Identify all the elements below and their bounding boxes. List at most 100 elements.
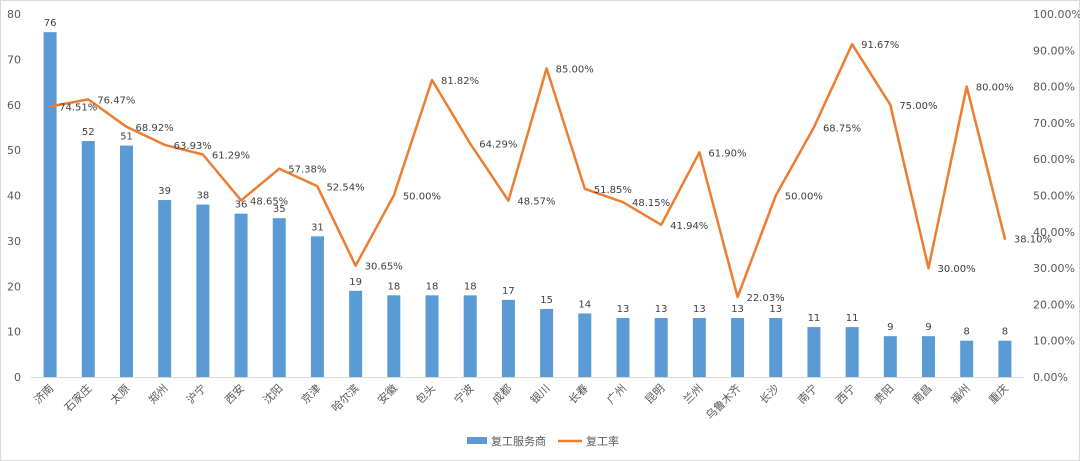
legend-bar-swatch [467, 437, 487, 444]
right-tick-label: 90.00% [1033, 44, 1075, 57]
rate-value-label: 57.38% [288, 165, 326, 176]
rate-value-label: 91.67% [861, 40, 899, 51]
right-tick-label: 30.00% [1033, 262, 1075, 275]
category-label: 重庆 [986, 381, 1011, 406]
bar-value-label: 51 [120, 132, 133, 143]
bar-value-label: 13 [731, 304, 744, 315]
bar [387, 295, 401, 377]
bar [769, 318, 783, 377]
rate-value-label: 61.29% [212, 151, 250, 162]
right-tick-label: 50.00% [1033, 190, 1075, 203]
bar [692, 318, 706, 377]
bar [654, 318, 668, 377]
category-label: 西安 [222, 381, 247, 406]
rate-value-label: 50.00% [403, 192, 441, 203]
rate-value-label: 68.75% [823, 123, 861, 134]
legend-bar-label: 复工服务商 [491, 434, 546, 448]
rate-value-label: 48.65% [250, 196, 288, 207]
bar [883, 336, 897, 377]
category-label: 沈阳 [260, 381, 285, 406]
bar [922, 336, 936, 377]
bar-value-label: 13 [693, 304, 706, 315]
category-label: 成都 [490, 382, 515, 407]
bar [196, 204, 210, 377]
bar-value-label: 18 [387, 281, 400, 292]
bar [807, 327, 821, 377]
bar [998, 340, 1012, 377]
left-tick-label: 0 [14, 371, 21, 384]
right-tick-label: 20.00% [1033, 298, 1075, 311]
category-label: 贵阳 [872, 382, 897, 407]
bar-value-label: 13 [769, 304, 782, 315]
category-label: 南昌 [910, 382, 935, 407]
bar [578, 313, 592, 377]
rate-value-label: 68.92% [135, 123, 173, 134]
rate-value-label: 74.51% [59, 103, 97, 114]
bar [119, 145, 133, 377]
bar-value-label: 14 [578, 299, 591, 310]
category-label: 南宁 [795, 381, 820, 406]
category-label: 福州 [947, 381, 972, 406]
rate-value-label: 61.90% [708, 148, 746, 159]
legend: 复工服务商 复工率 [467, 434, 619, 448]
category-label: 沪宁 [184, 381, 209, 406]
category-label: 太原 [108, 382, 133, 407]
right-tick-label: 70.00% [1033, 117, 1075, 130]
bar-value-label: 18 [464, 281, 477, 292]
category-label: 京津 [298, 381, 323, 406]
bar [81, 141, 95, 377]
rate-value-label: 52.54% [326, 182, 364, 193]
left-tick-label: 80 [7, 8, 21, 21]
rate-value-label: 51.85% [594, 185, 632, 196]
bar-value-label: 36 [235, 200, 248, 211]
category-label: 长春 [566, 382, 591, 407]
left-tick-label: 40 [7, 190, 21, 203]
bar-value-label: 19 [349, 277, 362, 288]
rate-value-label: 80.00% [976, 83, 1014, 94]
legend-line-label: 复工率 [586, 434, 619, 448]
category-label: 哈尔滨 [329, 381, 362, 414]
rate-value-label: 63.93% [174, 141, 212, 152]
bar-value-label: 52 [82, 127, 95, 138]
bar [272, 218, 286, 377]
bar-value-label: 35 [273, 204, 286, 215]
category-label: 济南 [31, 381, 56, 406]
category-label: 宁波 [451, 381, 476, 406]
bar [43, 32, 57, 378]
category-label: 包头 [413, 382, 438, 407]
bar [845, 327, 859, 377]
bar-value-label: 9 [925, 322, 931, 333]
bar-value-label: 11 [808, 313, 821, 324]
rate-value-label: 30.00% [938, 264, 976, 275]
category-label: 广州 [604, 382, 629, 407]
left-tick-label: 70 [7, 53, 21, 66]
rate-value-label: 38.10% [1014, 235, 1052, 246]
rate-value-label: 75.00% [899, 101, 937, 112]
left-tick-label: 30 [7, 235, 21, 248]
category-label: 昆明 [643, 382, 668, 407]
bar [310, 236, 324, 377]
bar-value-label: 13 [617, 304, 630, 315]
category-label: 郑州 [145, 381, 170, 406]
right-tick-label: 10.00% [1033, 335, 1075, 348]
right-tick-label: 60.00% [1033, 153, 1075, 166]
bar-value-label: 11 [846, 313, 859, 324]
bar [425, 295, 439, 377]
category-label: 西宁 [833, 381, 858, 406]
right-tick-label: 80.00% [1033, 81, 1075, 94]
rate-value-label: 22.03% [747, 293, 785, 304]
right-tick-label: 100.00% [1033, 8, 1080, 21]
bar [960, 340, 974, 377]
bar [731, 318, 745, 377]
rate-value-label: 30.65% [365, 262, 403, 273]
bar-value-label: 9 [887, 322, 893, 333]
category-label: 安徽 [374, 381, 399, 406]
category-label: 石家庄 [61, 381, 94, 414]
bar-value-label: 13 [655, 304, 668, 315]
right-tick-label: 40.00% [1033, 226, 1075, 239]
category-label: 乌鲁木齐 [703, 381, 744, 422]
line-series [48, 42, 1007, 299]
bar-value-label: 15 [540, 295, 553, 306]
bar-value-label: 76 [44, 18, 57, 29]
